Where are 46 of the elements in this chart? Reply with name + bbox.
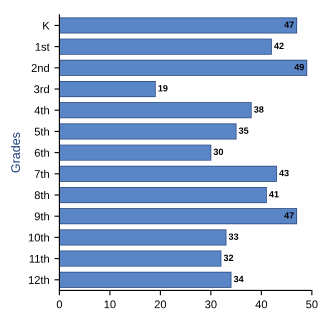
data-label: 43 [279, 170, 289, 176]
x-tick-label: 40 [255, 300, 268, 308]
y-tick-label: 9th [34, 212, 49, 220]
y-tick-label: 6th [34, 148, 49, 157]
data-label: 41 [269, 191, 279, 198]
bar [59, 250, 222, 267]
bar [59, 17, 298, 34]
data-label: 32 [224, 254, 234, 262]
bar [59, 166, 277, 182]
y-tick-label: 8th [34, 190, 49, 200]
y-tick-label: 11th [30, 254, 49, 263]
bar [59, 208, 298, 224]
x-tick-label: 0 [56, 300, 62, 308]
y-tick-label: 7th [34, 170, 49, 178]
x-tick-label: 50 [306, 300, 318, 308]
bar [59, 144, 212, 161]
data-label: 30 [214, 148, 224, 156]
data-label: 47 [284, 212, 294, 219]
bar [59, 80, 156, 98]
data-label: 35 [238, 127, 248, 134]
data-label: 34 [234, 276, 244, 282]
x-tick-label: 20 [154, 300, 166, 308]
data-label: 47 [284, 22, 294, 28]
y-tick-label: 4th [34, 106, 49, 114]
y-tick-label: 12th [28, 276, 49, 284]
bar [59, 229, 226, 246]
bar [59, 272, 232, 288]
y-tick-label: 10th [28, 233, 49, 242]
y-tick-label: 3rd [34, 85, 49, 94]
data-label: 38 [254, 106, 264, 113]
y-tick-label: 1st [36, 43, 50, 51]
data-label: 19 [158, 85, 168, 92]
y-tick-label: 5th [34, 127, 49, 136]
x-tick-label: 30 [205, 300, 217, 308]
bar [59, 102, 252, 118]
bar [59, 60, 308, 76]
data-label: 42 [274, 42, 284, 49]
data-label: 49 [294, 64, 304, 70]
y-tick-label: 2nd [32, 64, 49, 72]
bar [59, 123, 237, 140]
data-label: 33 [228, 233, 238, 240]
x-tick-label: 10 [104, 300, 116, 308]
bar [59, 186, 267, 204]
bar [59, 38, 272, 55]
y-axis-title: Grades [10, 132, 20, 172]
y-tick-label: K [43, 22, 50, 30]
